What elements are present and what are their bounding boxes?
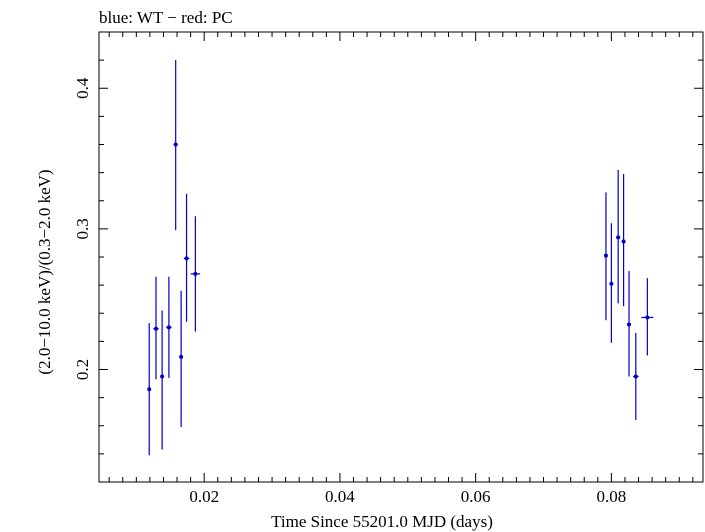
y-tick-label: 0.3 <box>73 218 92 239</box>
data-point <box>147 387 152 392</box>
y-tick-label: 0.2 <box>73 359 92 380</box>
data-point <box>173 142 178 147</box>
x-tick-label: 0.06 <box>461 487 491 506</box>
y-tick-label: 0.4 <box>73 77 92 99</box>
data-point <box>154 326 159 331</box>
data-point <box>616 235 621 240</box>
data-point <box>179 354 184 359</box>
data-point <box>633 374 638 379</box>
data-point <box>184 256 189 261</box>
x-tick-label: 0.04 <box>325 487 355 506</box>
data-point <box>160 374 165 379</box>
plot-frame <box>98 31 704 483</box>
x-tick-label: 0.08 <box>597 487 627 506</box>
data-point <box>627 322 632 327</box>
data-point <box>166 325 171 330</box>
axes-layer: 0.02 0.04 0.06 0.08 0.2 0.3 0.4 <box>73 31 703 506</box>
data-point <box>603 253 608 258</box>
data-point <box>621 239 626 244</box>
x-axis-label: Time Since 55201.0 MJD (days) <box>271 512 493 531</box>
data-point <box>193 271 198 276</box>
data-point <box>609 281 614 286</box>
x-tick-label: 0.02 <box>189 487 219 506</box>
chart-title: blue: WT − red: PC <box>99 8 233 27</box>
data-point <box>645 315 650 320</box>
y-axis-label: (2.0−10.0 keV)/(0.3−2.0 keV) <box>35 169 54 374</box>
data-layer <box>147 60 654 456</box>
